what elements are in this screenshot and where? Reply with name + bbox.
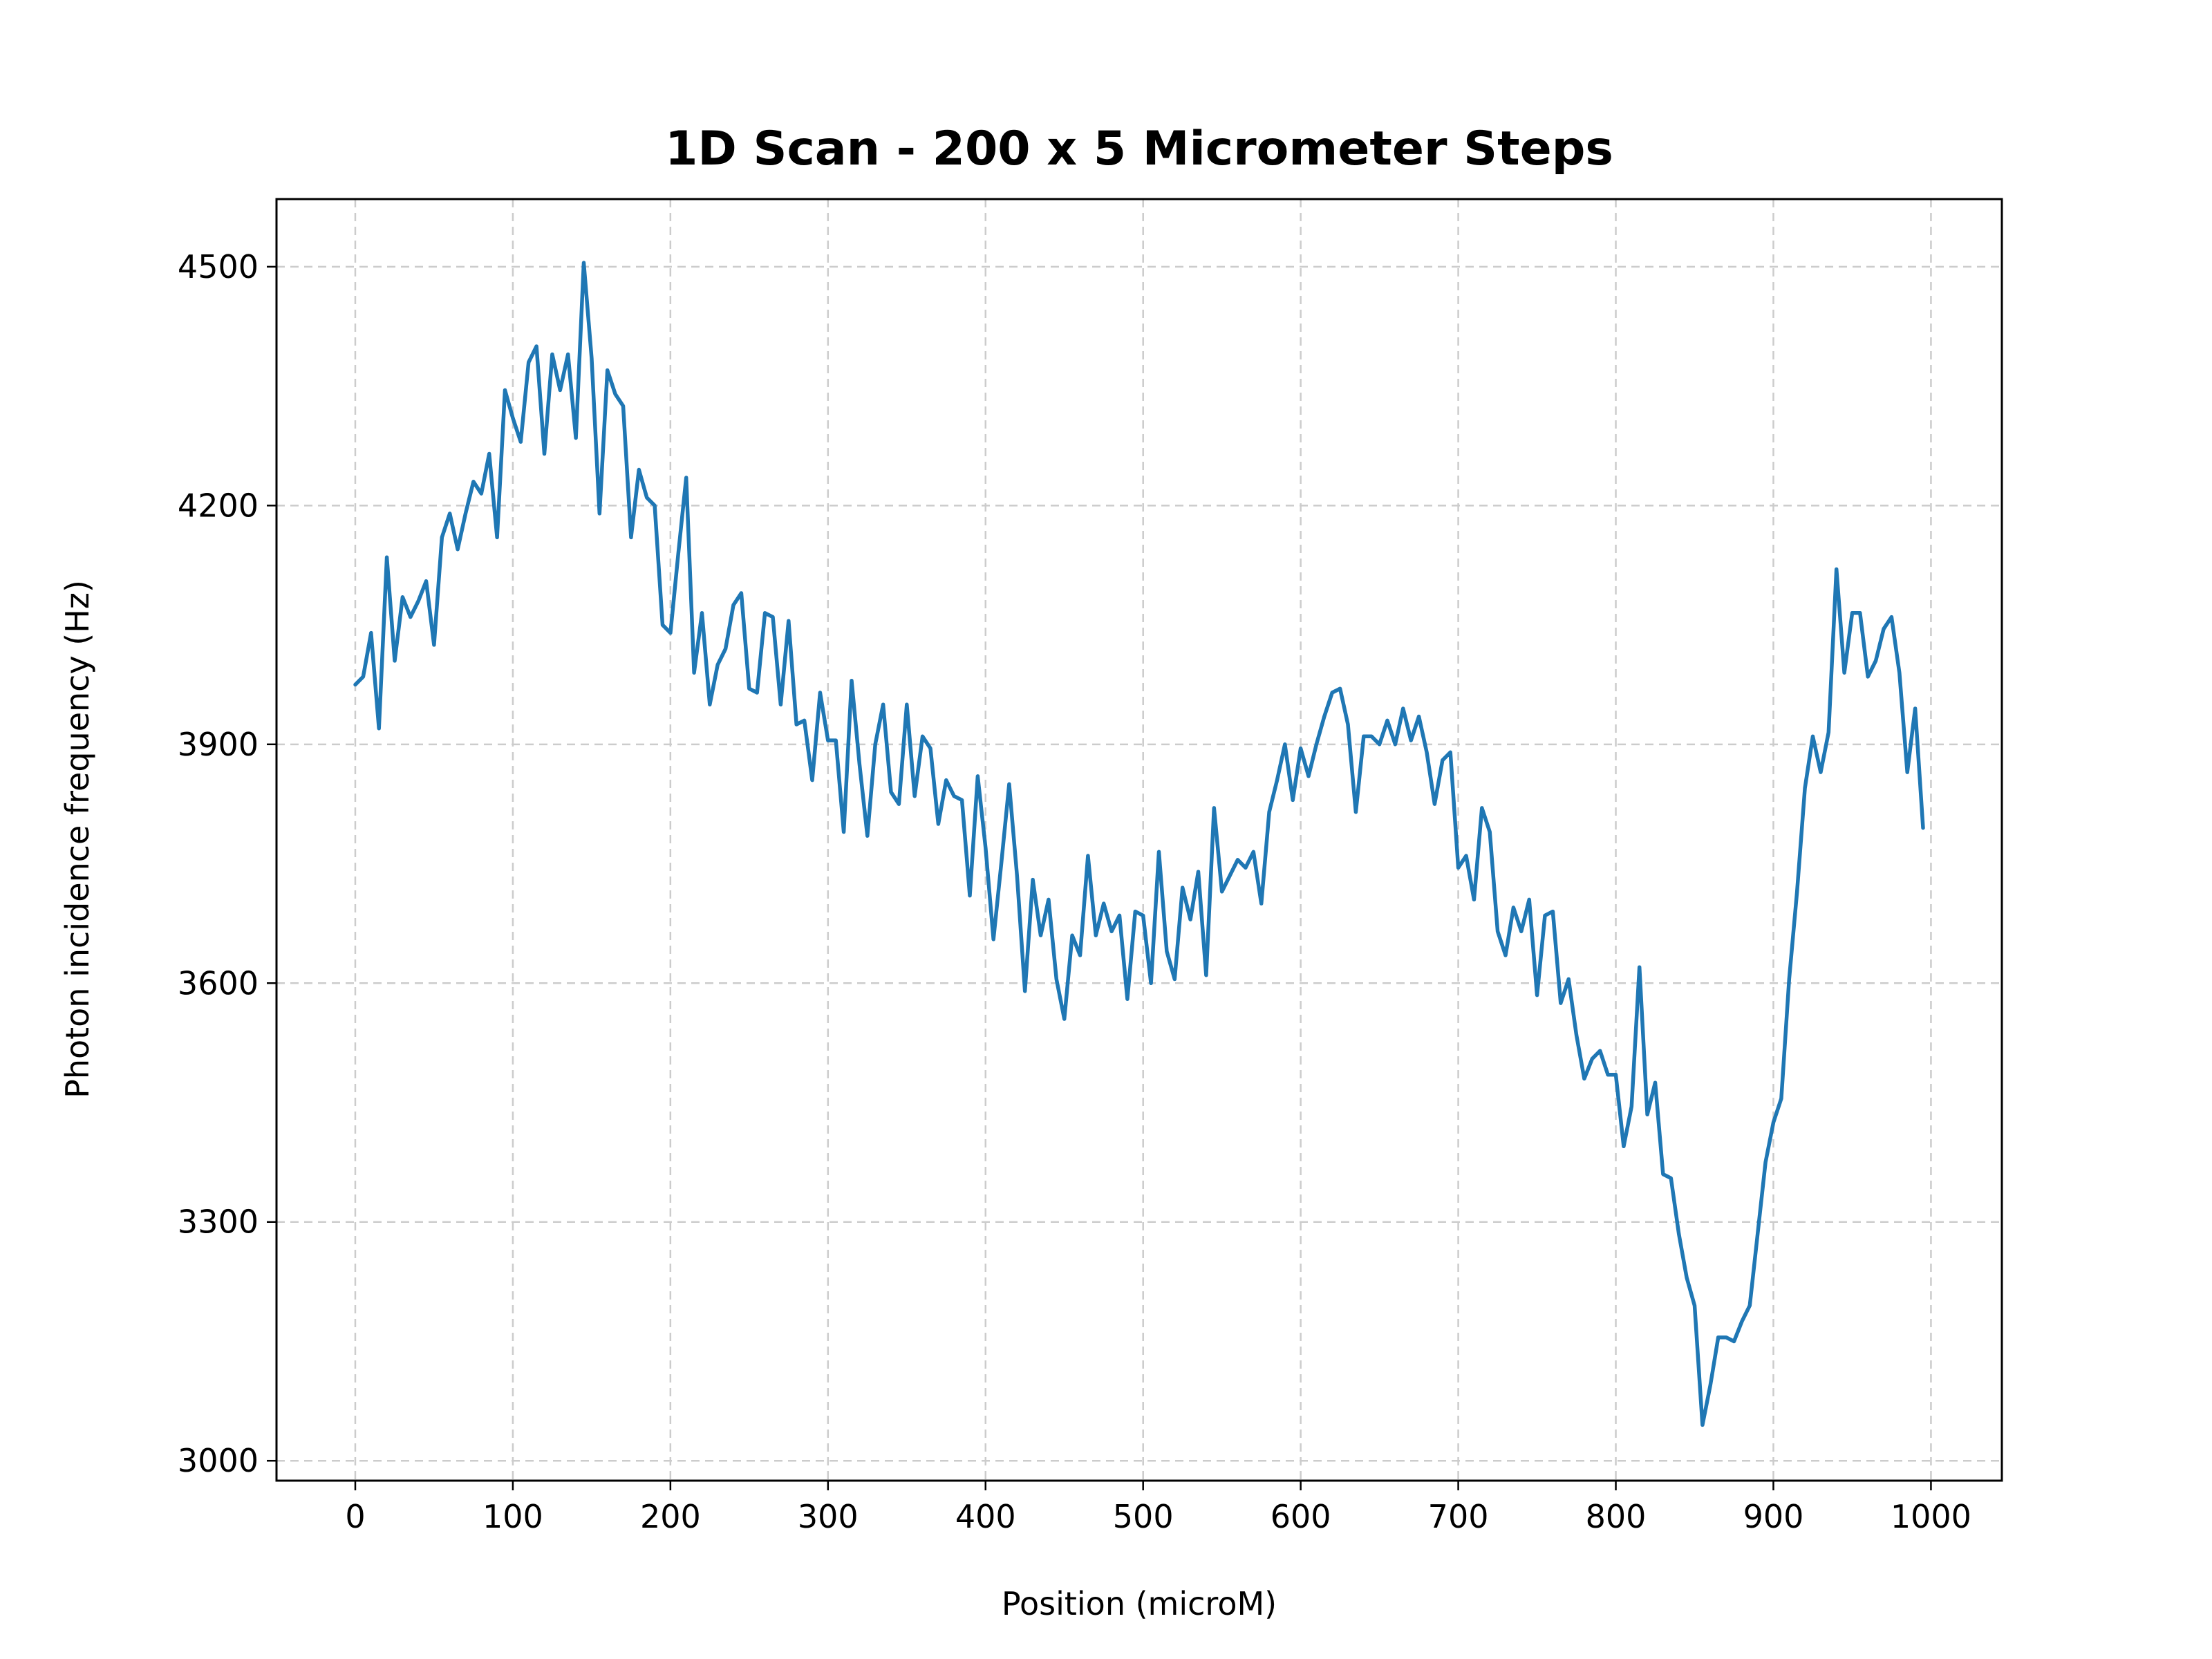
x-axis-label: Position (microM) bbox=[1002, 1585, 1277, 1622]
y-axis-ticks: 3000 3300 3600 3900 4200 4500 bbox=[178, 248, 276, 1479]
y-axis-label: Photon incidence frequency (Hz) bbox=[59, 580, 96, 1098]
y-tick-label: 3600 bbox=[178, 964, 259, 1002]
x-tick-label: 600 bbox=[1271, 1498, 1331, 1535]
x-tick-label: 500 bbox=[1113, 1498, 1174, 1535]
x-tick-label: 900 bbox=[1743, 1498, 1804, 1535]
plot-frame bbox=[275, 198, 2003, 1482]
x-axis-ticks: 0 100 200 300 400 500 600 700 800 900 1000 bbox=[345, 1481, 1971, 1535]
y-tick-label: 4500 bbox=[178, 248, 259, 285]
x-tick-label: 0 bbox=[345, 1498, 365, 1535]
y-tick-label: 4200 bbox=[178, 487, 259, 524]
series-line bbox=[353, 261, 1925, 1427]
x-tick-label: 300 bbox=[798, 1498, 859, 1535]
x-tick-label: 1000 bbox=[1891, 1498, 1971, 1535]
y-tick-label: 3900 bbox=[178, 726, 259, 763]
y-tick-label: 3000 bbox=[178, 1442, 259, 1479]
x-tick-label: 100 bbox=[482, 1498, 543, 1535]
x-tick-label: 400 bbox=[955, 1498, 1016, 1535]
x-tick-label: 200 bbox=[640, 1498, 701, 1535]
x-tick-label: 800 bbox=[1586, 1498, 1647, 1535]
y-tick-label: 3300 bbox=[178, 1203, 259, 1241]
x-tick-label: 700 bbox=[1428, 1498, 1489, 1535]
grid bbox=[276, 199, 2002, 1481]
series-layer bbox=[353, 261, 1925, 1427]
chart-title: 1D Scan - 200 x 5 Micrometer Steps bbox=[665, 122, 1613, 176]
